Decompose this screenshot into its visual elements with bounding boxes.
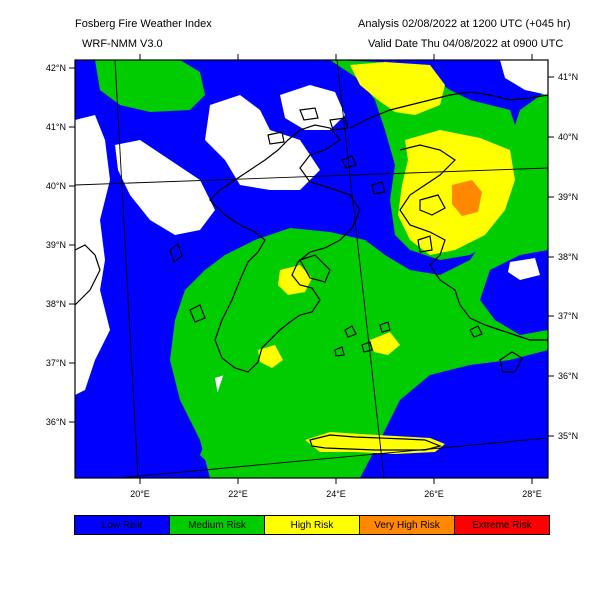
lat-label: 37°N bbox=[558, 311, 578, 321]
coastline-corfu bbox=[169, 243, 183, 263]
lat-label: 37°N bbox=[46, 358, 66, 368]
lon-label: 22°E bbox=[228, 489, 248, 499]
map-frame bbox=[74, 59, 549, 479]
coastline-lake-3 bbox=[267, 131, 285, 145]
coastline-turkey bbox=[399, 144, 548, 341]
analysis-time: Analysis 02/08/2022 at 1200 UTC (+045 hr… bbox=[358, 18, 571, 30]
lat-label: 41°N bbox=[46, 122, 66, 132]
coastline-dodecanese bbox=[469, 325, 483, 338]
lat-label: 41°N bbox=[558, 72, 578, 82]
coastline-euboea bbox=[299, 254, 331, 283]
legend-low-risk: Low Risk bbox=[75, 516, 170, 534]
coastline-thasos bbox=[341, 155, 357, 169]
coastline-cyclades-4 bbox=[379, 321, 391, 333]
lat-label: 36°N bbox=[46, 417, 66, 427]
lat-label: 38°N bbox=[46, 299, 66, 309]
longitude-labels: 20°E 22°E 24°E 26°E 28°E bbox=[130, 489, 542, 499]
legend-medium-risk: Medium Risk bbox=[170, 516, 265, 534]
graticule bbox=[75, 60, 548, 478]
legend-extreme-risk: Extreme Risk bbox=[455, 516, 549, 534]
graticule-line-20e bbox=[114, 60, 139, 478]
coastline-italy bbox=[75, 244, 101, 306]
valid-date: Valid Date Thu 04/08/2022 at 0900 UTC bbox=[368, 38, 564, 50]
lon-label: 20°E bbox=[130, 489, 150, 499]
lat-label: 39°N bbox=[558, 192, 578, 202]
lon-label: 28°E bbox=[522, 489, 542, 499]
coastline-greece-mainland bbox=[209, 124, 361, 373]
legend-high-risk: High Risk bbox=[265, 516, 360, 534]
lat-label: 42°N bbox=[46, 63, 66, 73]
lat-label: 40°N bbox=[558, 132, 578, 142]
graticule-line-25e bbox=[336, 60, 385, 478]
risk-area-very-high bbox=[452, 180, 482, 216]
map-title: Fosberg Fire Weather Index bbox=[75, 18, 212, 30]
coastline-cyclades-3 bbox=[334, 346, 345, 357]
coastline-lemnos bbox=[371, 181, 386, 195]
coastline-cyclades-2 bbox=[361, 341, 373, 353]
coastline-lesbos bbox=[419, 194, 446, 216]
coastlines bbox=[75, 91, 548, 451]
lat-label: 38°N bbox=[558, 252, 578, 262]
risk-area-high-attica bbox=[278, 265, 312, 295]
no-data-area-corner bbox=[500, 60, 548, 95]
axis-ticks bbox=[69, 54, 554, 484]
risk-area-medium-central bbox=[200, 245, 420, 470]
coastline-lake-2 bbox=[329, 117, 349, 131]
coastline-thrace bbox=[349, 91, 548, 129]
coastline-chios bbox=[417, 235, 433, 253]
no-data-area-east bbox=[508, 258, 540, 280]
lat-label: 39°N bbox=[46, 240, 66, 250]
no-data-area-balkans bbox=[205, 95, 320, 190]
left-latitude-labels: 42°N 41°N 40°N 39°N 38°N 37°N 36°N bbox=[46, 63, 66, 427]
no-data-area-north bbox=[280, 85, 345, 130]
right-latitude-labels: 41°N 40°N 39°N 38°N 37°N 36°N 35°N bbox=[558, 72, 578, 441]
lon-label: 24°E bbox=[326, 489, 346, 499]
legend-very-high-risk: Very High Risk bbox=[360, 516, 455, 534]
lat-label: 35°N bbox=[558, 431, 578, 441]
no-data-area-adriatic bbox=[115, 140, 215, 235]
risk-field bbox=[75, 60, 548, 478]
risk-area-medium-nw bbox=[95, 60, 205, 112]
coastline-ionian bbox=[189, 304, 206, 323]
coastline-rhodes bbox=[499, 351, 523, 373]
coastline-crete bbox=[309, 434, 442, 451]
lat-label: 36°N bbox=[558, 371, 578, 381]
risk-area-high-aegean bbox=[370, 332, 400, 355]
model-name: WRF-NMM V3.0 bbox=[82, 38, 163, 50]
graticule-line-40n bbox=[75, 167, 548, 186]
graticule-line-35n bbox=[113, 437, 548, 478]
lon-label: 26°E bbox=[424, 489, 444, 499]
risk-area-high-south bbox=[258, 345, 283, 368]
coastline-lake-1 bbox=[299, 107, 319, 121]
risk-legend: Low Risk Medium Risk High Risk Very High… bbox=[74, 515, 550, 535]
lat-label: 40°N bbox=[46, 181, 66, 191]
coastline-cyclades-1 bbox=[344, 325, 357, 338]
